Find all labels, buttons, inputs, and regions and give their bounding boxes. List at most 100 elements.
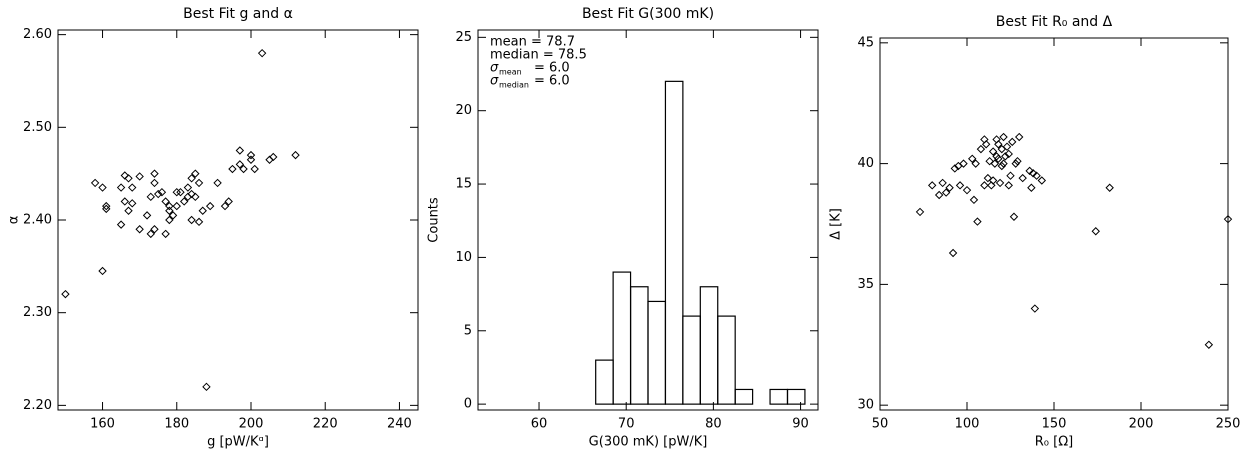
x-axis-label: g [pW/Kᵅ] [207,435,269,450]
x-tick-label: 150 [1042,417,1067,432]
scatter-point [150,178,159,188]
scatter-point [257,48,267,58]
y-tick-label: 2.40 [23,213,52,228]
scatter-point [968,154,977,163]
scatter-point [172,201,181,211]
scatter-point [250,164,259,174]
scatter-point [146,229,155,239]
y-tick-label: 2.20 [23,398,52,413]
scatter-point [941,188,951,197]
annotation: median = 78.5 [490,48,587,63]
histogram-bar [769,388,789,405]
histogram-bar [699,286,719,405]
y-tick-label: 20 [455,103,472,118]
scatter-point [220,201,230,211]
scatter-point [1008,137,1017,147]
x-tick-label: 80 [705,417,722,432]
scatter-point [116,220,126,229]
scatter-point [183,183,193,192]
x-tick-label: 200 [239,417,264,432]
scatter-point [165,201,174,211]
histogram-bar [717,315,736,405]
scatter-point [948,248,958,258]
scatter-point [98,183,107,192]
scatter-point [205,201,215,211]
y-tick-label: 2.30 [23,305,52,320]
scatter-point [102,204,111,214]
scatter-point [981,140,991,149]
histogram-bar [786,388,806,405]
y-tick-label: 10 [455,250,472,265]
scatter-point [120,171,130,180]
scatter-point [150,225,159,234]
x-tick-label: 100 [955,417,980,432]
y-tick-label: 40 [857,156,874,171]
scatter-point [969,195,979,205]
scatter-point [1204,340,1214,349]
scatter-point [1002,142,1012,151]
chart-title: Best Fit G(300 mK) [582,6,714,22]
scatter-point [98,266,107,276]
scatter-point [950,164,960,173]
y-tick-label: 2.50 [23,120,52,135]
scatter-point [187,174,196,183]
annotation-subscript: mean [499,68,522,77]
scatter-point [1018,173,1027,183]
scatter-point [962,185,972,195]
scatter-point [934,190,944,200]
scatter-point [135,225,144,234]
scatter-point [999,132,1008,142]
histogram-bar [682,315,701,405]
y-axis-label: Counts [427,197,442,243]
scatter-point [1037,176,1047,185]
x-tick-label: 90 [792,417,809,432]
histogram-bar [595,359,614,405]
scatter-point [161,229,170,239]
x-tick-label: 60 [531,417,548,432]
annotation: σ [490,74,499,89]
y-tick-label: 15 [455,177,472,192]
scatter-point [235,160,245,169]
scatter-point [116,183,126,192]
x-tick-label: 250 [1216,417,1241,432]
scatter-point [157,187,167,197]
scatter-point [985,156,994,166]
scatter-point [1105,183,1114,192]
scatter-point [194,217,204,227]
scatter-point [269,152,278,162]
scatter-point [179,197,189,206]
annotation: mean = 78.7 [490,35,575,50]
y-tick-label: 5 [464,323,472,338]
scatter-point [994,154,1003,163]
scatter-point [994,140,1003,149]
scatter-point [988,147,998,156]
scatter-point [165,206,174,215]
scatter-point [291,150,300,160]
scatter-point [224,197,233,206]
annotation-subscript: median [499,81,529,90]
histogram-bar [629,286,649,405]
scatter-point [153,189,163,199]
scatter-point [165,215,174,225]
scatter-point [198,206,207,215]
x-tick-label: 50 [872,417,889,432]
scatter-point [128,199,137,208]
scatter-point [992,135,1001,144]
scatter-point [997,161,1007,171]
scatter-point [987,181,996,190]
annotation: = 6.0 [534,61,570,76]
plot-frame [57,29,419,411]
scatter-point [90,178,100,188]
scatter-point [938,178,947,188]
y-tick-label: 35 [857,277,874,292]
scatter-point [176,187,185,197]
scatter-point [1013,156,1022,166]
scatter-point [976,144,986,154]
scatter-point [915,207,925,217]
scatter-point [150,169,159,178]
scatter-point [1025,166,1034,176]
histogram-bar [647,300,667,405]
scatter-point [146,192,155,202]
scatter-point [124,174,133,183]
